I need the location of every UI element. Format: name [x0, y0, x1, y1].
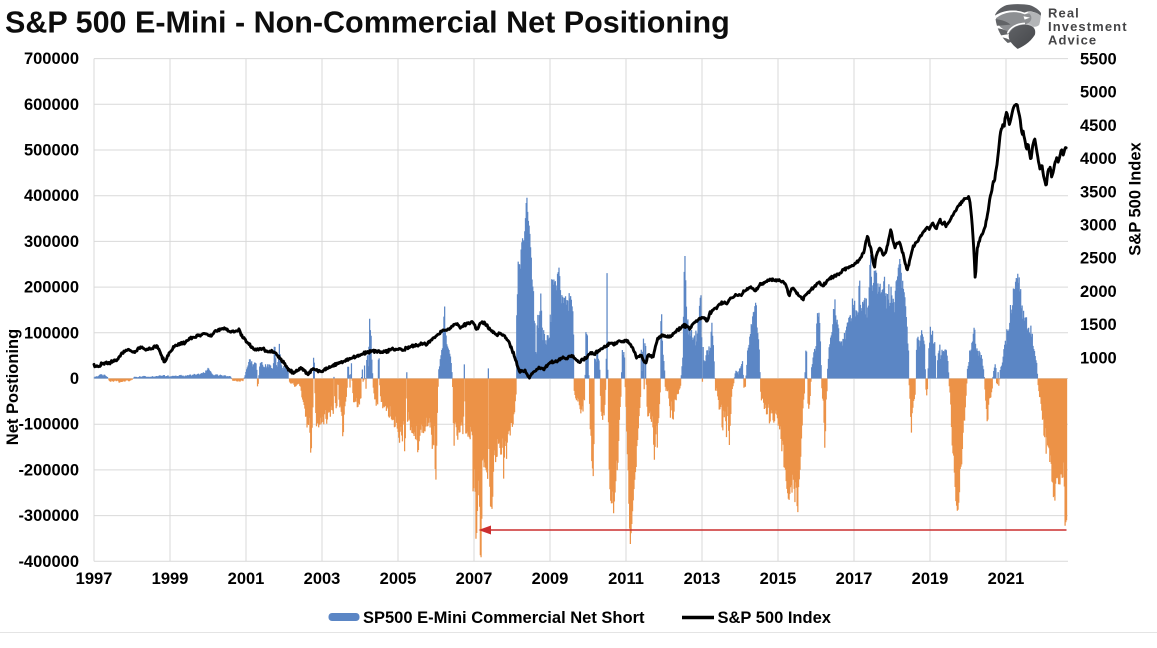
svg-text:2015: 2015: [760, 570, 797, 588]
svg-text:SP500 E-Mini Commercial Net Sh: SP500 E-Mini Commercial Net Short: [363, 609, 645, 627]
svg-text:1997: 1997: [76, 570, 113, 588]
svg-text:-400000: -400000: [18, 553, 79, 571]
svg-text:Investment: Investment: [1048, 19, 1128, 34]
svg-text:500000: 500000: [24, 142, 79, 160]
svg-text:4000: 4000: [1080, 150, 1117, 168]
svg-text:1999: 1999: [152, 570, 189, 588]
svg-text:2021: 2021: [988, 570, 1025, 588]
svg-text:2017: 2017: [836, 570, 873, 588]
svg-text:100000: 100000: [24, 324, 79, 342]
svg-text:Advice: Advice: [1048, 33, 1097, 48]
svg-text:2003: 2003: [304, 570, 341, 588]
svg-text:S&P 500 Index: S&P 500 Index: [718, 609, 832, 627]
svg-text:Real: Real: [1048, 6, 1080, 21]
svg-text:1500: 1500: [1080, 316, 1117, 334]
svg-text:2011: 2011: [608, 570, 644, 588]
svg-text:-200000: -200000: [18, 461, 79, 479]
svg-text:5500: 5500: [1080, 51, 1117, 69]
svg-text:2001: 2001: [228, 570, 265, 588]
svg-text:2009: 2009: [532, 570, 569, 588]
svg-text:700000: 700000: [24, 50, 79, 68]
svg-text:600000: 600000: [24, 96, 79, 114]
svg-text:S&P 500 Index: S&P 500 Index: [1127, 141, 1145, 255]
svg-text:S&P 500 E-Mini - Non-Commercia: S&P 500 E-Mini - Non-Commercial Net Posi…: [5, 6, 730, 40]
svg-text:5000: 5000: [1080, 84, 1117, 102]
svg-text:-300000: -300000: [18, 507, 79, 525]
svg-text:2500: 2500: [1080, 250, 1117, 268]
svg-text:1000: 1000: [1080, 349, 1117, 367]
svg-text:-100000: -100000: [18, 416, 79, 434]
svg-text:400000: 400000: [24, 187, 79, 205]
svg-text:Net Postioning: Net Postioning: [4, 329, 22, 445]
svg-text:200000: 200000: [24, 279, 79, 297]
svg-text:0: 0: [70, 370, 79, 388]
svg-text:2005: 2005: [380, 570, 417, 588]
svg-text:2013: 2013: [684, 570, 721, 588]
svg-text:2007: 2007: [456, 570, 493, 588]
svg-text:2019: 2019: [912, 570, 949, 588]
svg-text:4500: 4500: [1080, 117, 1117, 135]
svg-text:3000: 3000: [1080, 217, 1117, 235]
svg-text:2000: 2000: [1080, 283, 1117, 301]
svg-text:3500: 3500: [1080, 183, 1117, 201]
svg-text:300000: 300000: [24, 233, 79, 251]
